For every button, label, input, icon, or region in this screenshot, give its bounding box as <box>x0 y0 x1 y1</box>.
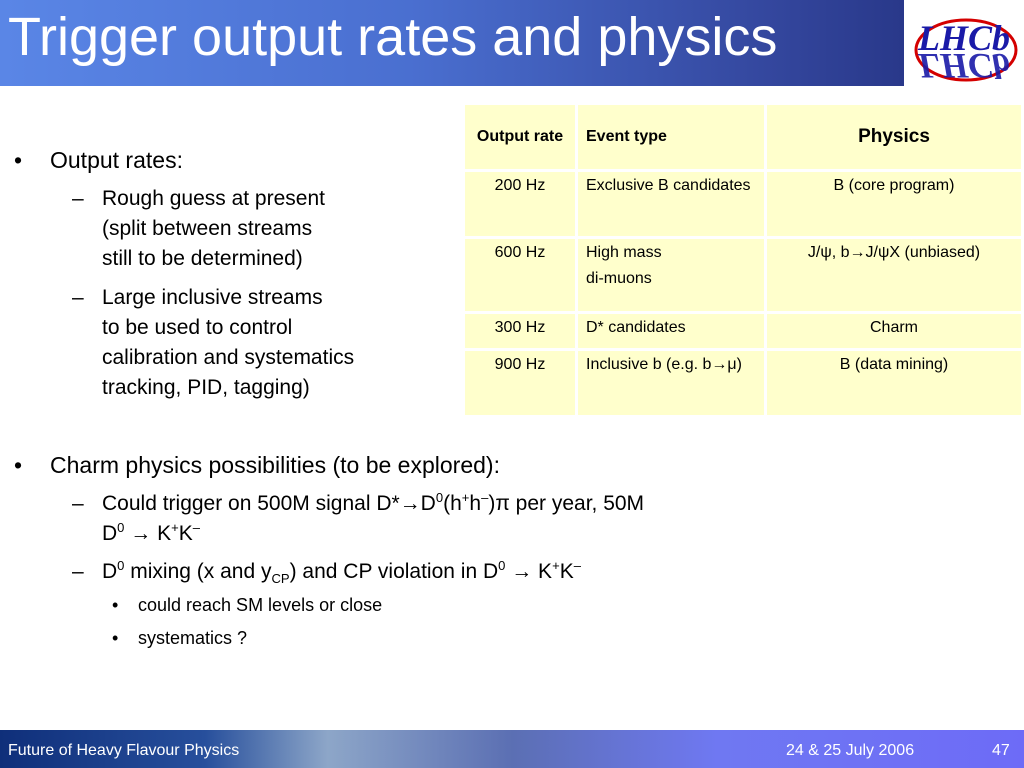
line: calibration and systematics <box>102 346 355 369</box>
footer-conference: Future of Heavy Flavour Physics <box>8 742 240 759</box>
table-row: 200 Hz Exclusive B candidates B (core pr… <box>465 172 1021 236</box>
dash-icon: – <box>72 492 84 515</box>
cell-rate: 900 Hz <box>465 351 575 415</box>
table-header-row: Output rate Event type Physics <box>465 105 1021 169</box>
line: Large inclusive streams <box>102 286 323 309</box>
trigger-rates-table: Output rate Event type Physics 200 Hz Ex… <box>462 102 1024 418</box>
cell-physics: B (core program) <box>767 172 1021 236</box>
bullet-dot-icon: • <box>112 595 119 615</box>
bullet-dot-icon: • <box>112 628 119 648</box>
footer-bar: Future of Heavy Flavour Physics 24 & 25 … <box>0 730 1024 768</box>
cell-physics: B (data mining) <box>767 351 1021 415</box>
footer-date: 24 & 25 July 2006 <box>786 742 915 759</box>
slide-title: Trigger output rates and physics <box>8 7 778 67</box>
header-event-type: Event type <box>578 105 764 169</box>
cell-event: Exclusive B candidates <box>578 172 764 236</box>
line: Rough guess at present <box>102 187 325 210</box>
table-row: 300 Hz D* candidates Charm <box>465 314 1021 348</box>
svg-text:LHCb: LHCb <box>917 46 1010 86</box>
cell-physics: J/ψ, b→J/ψX (unbiased) <box>767 239 1021 311</box>
cell-event: High mass di-muons <box>578 239 764 311</box>
line: tracking, PID, tagging) <box>102 376 310 399</box>
cell-rate: 300 Hz <box>465 314 575 348</box>
header-output-rate: Output rate <box>465 105 575 169</box>
cell-event: D* candidates <box>578 314 764 348</box>
cell-line: High mass <box>586 244 662 261</box>
header-physics: Physics <box>767 105 1021 169</box>
table-row: 600 Hz High mass di-muons J/ψ, b→J/ψX (u… <box>465 239 1021 311</box>
svg-text:LHCb: LHCb <box>917 18 1010 58</box>
line: (split between streams <box>102 217 313 240</box>
cell-physics: Charm <box>767 314 1021 348</box>
cell-rate: 600 Hz <box>465 239 575 311</box>
line: to be used to control <box>102 316 293 339</box>
bullet-dot-icon: • <box>14 147 23 173</box>
lhcb-logo: LHCb LHCb <box>904 0 1024 86</box>
bullet-dot-icon: • <box>14 452 23 478</box>
cell-event: Inclusive b (e.g. b→μ) <box>578 351 764 415</box>
title-bar: Trigger output rates and physics LHCb LH… <box>0 0 1024 86</box>
footer-page-number: 47 <box>992 742 1010 759</box>
dash-icon: – <box>72 286 84 309</box>
table-row: 900 Hz Inclusive b (e.g. b→μ) B (data mi… <box>465 351 1021 415</box>
line: still to be determined) <box>102 247 303 270</box>
dash-icon: – <box>72 187 84 210</box>
cell-line: di-muons <box>586 270 652 287</box>
cell-rate: 200 Hz <box>465 172 575 236</box>
dash-icon: – <box>72 560 84 583</box>
